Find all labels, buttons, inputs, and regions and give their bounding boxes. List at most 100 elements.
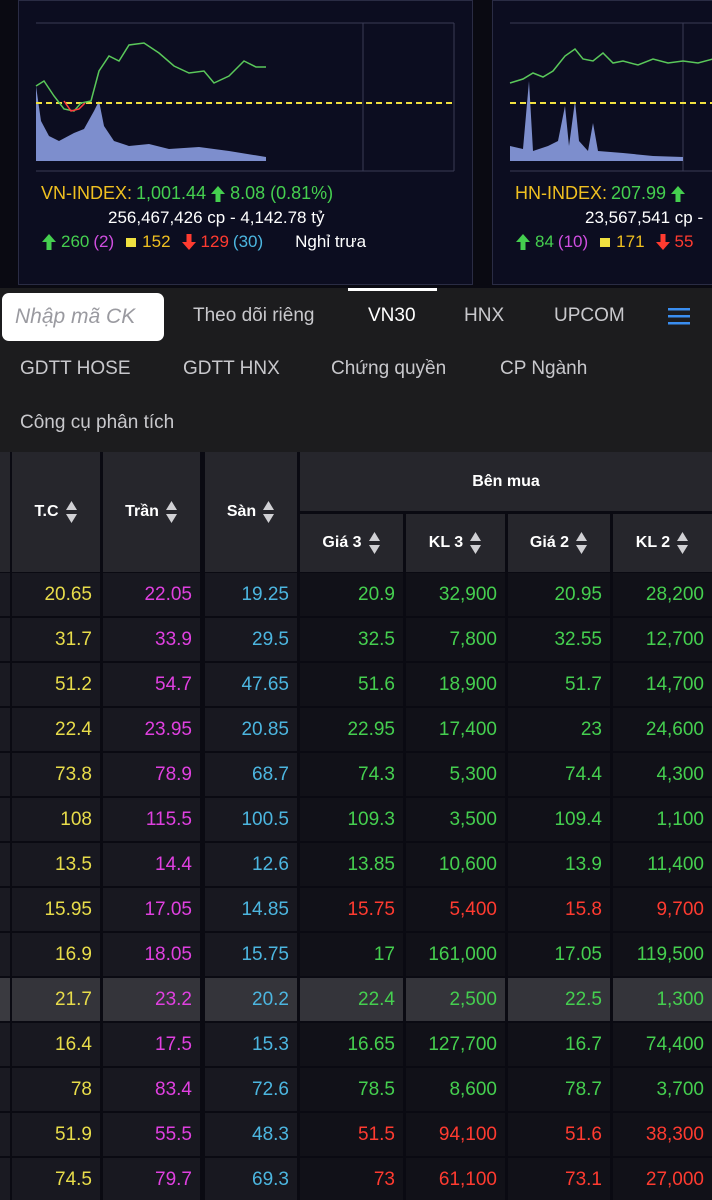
table-cell[interactable]: 78.5 (300, 1068, 403, 1111)
table-cell[interactable]: 48.3 (205, 1113, 297, 1156)
table-cell[interactable]: 23 (508, 708, 610, 751)
table-cell[interactable]: 78 (12, 1068, 100, 1111)
table-cell[interactable]: 108 (12, 798, 100, 841)
table-cell[interactable]: 127,700 (406, 1023, 505, 1066)
table-cell[interactable]: 22.4 (300, 978, 403, 1021)
table-cell[interactable]: 2,500 (406, 978, 505, 1021)
column-header[interactable]: KL 2 (613, 514, 712, 572)
table-cell[interactable]: 16.9 (12, 933, 100, 976)
table-cell[interactable]: 20.65 (12, 573, 100, 616)
table-cell[interactable]: 109.3 (300, 798, 403, 841)
table-cell[interactable]: 79.7 (103, 1158, 200, 1200)
table-cell[interactable]: 10,600 (406, 843, 505, 886)
table-cell[interactable]: 12,700 (613, 618, 712, 661)
table-cell[interactable]: 17 (300, 933, 403, 976)
sort-icon[interactable] (65, 500, 78, 524)
table-cell[interactable]: 23.2 (103, 978, 200, 1021)
subtab[interactable]: Chứng quyền (331, 358, 447, 379)
table-cell[interactable]: 13.85 (300, 843, 403, 886)
column-header[interactable]: T.C (12, 452, 100, 572)
subtab[interactable]: GDTT HOSE (20, 358, 131, 379)
table-cell[interactable]: 21.7 (12, 978, 100, 1021)
table-cell[interactable]: 15.95 (12, 888, 100, 931)
table-cell[interactable]: 15.8 (508, 888, 610, 931)
subtab[interactable]: Công cụ phân tích (20, 412, 175, 433)
table-cell[interactable]: 22.95 (300, 708, 403, 751)
subtab[interactable]: CP Ngành (500, 358, 588, 379)
table-cell[interactable]: 83.4 (103, 1068, 200, 1111)
tab[interactable]: UPCOM (554, 305, 625, 326)
table-cell[interactable]: 74.4 (508, 753, 610, 796)
index-card[interactable]: HN-INDEX: 207.99 23,567,541 cp - 84 (10)… (492, 0, 712, 285)
table-cell[interactable]: 32.55 (508, 618, 610, 661)
table-cell[interactable]: 51.9 (12, 1113, 100, 1156)
table-cell[interactable]: 20.85 (205, 708, 297, 751)
table-cell[interactable]: 5,400 (406, 888, 505, 931)
tab[interactable]: HNX (464, 305, 505, 326)
table-cell[interactable]: 12.6 (205, 843, 297, 886)
table-cell[interactable]: 78.9 (103, 753, 200, 796)
table-cell[interactable]: 68.7 (205, 753, 297, 796)
sort-icon[interactable] (469, 531, 482, 555)
column-header[interactable]: Giá 2 (508, 514, 610, 572)
table-cell[interactable]: 100.5 (205, 798, 297, 841)
table-cell[interactable]: 5,300 (406, 753, 505, 796)
table-cell[interactable]: 7,800 (406, 618, 505, 661)
column-header[interactable]: Sàn (205, 452, 297, 572)
table-cell[interactable]: 73.1 (508, 1158, 610, 1200)
column-header[interactable]: KL 3 (406, 514, 505, 572)
table-cell[interactable]: 69.3 (205, 1158, 297, 1200)
table-cell[interactable]: 55.5 (103, 1113, 200, 1156)
table-cell[interactable]: 9,700 (613, 888, 712, 931)
table-cell[interactable]: 15.75 (300, 888, 403, 931)
table-cell[interactable]: 20.95 (508, 573, 610, 616)
table-cell[interactable]: 31.7 (12, 618, 100, 661)
table-cell[interactable]: 13.9 (508, 843, 610, 886)
table-cell[interactable]: 22.5 (508, 978, 610, 1021)
table-cell[interactable]: 109.4 (508, 798, 610, 841)
table-cell[interactable]: 1,100 (613, 798, 712, 841)
table-cell[interactable]: 8,600 (406, 1068, 505, 1111)
table-cell[interactable]: 23.95 (103, 708, 200, 751)
tab-active[interactable]: VN30 (368, 305, 416, 326)
table-cell[interactable]: 27,000 (613, 1158, 712, 1200)
table-cell[interactable]: 28,200 (613, 573, 712, 616)
table-cell[interactable]: 13.5 (12, 843, 100, 886)
table-cell[interactable]: 16.7 (508, 1023, 610, 1066)
sort-icon[interactable] (676, 531, 689, 555)
table-cell[interactable]: 78.7 (508, 1068, 610, 1111)
table-cell[interactable]: 51.6 (300, 663, 403, 706)
table-cell[interactable]: 15.75 (205, 933, 297, 976)
subtab[interactable]: GDTT HNX (183, 358, 280, 379)
table-cell[interactable]: 74.3 (300, 753, 403, 796)
table-cell[interactable]: 14,700 (613, 663, 712, 706)
table-cell[interactable]: 73.8 (12, 753, 100, 796)
table-cell[interactable]: 16.65 (300, 1023, 403, 1066)
sort-icon[interactable] (165, 500, 178, 524)
table-cell[interactable]: 119,500 (613, 933, 712, 976)
table-cell[interactable]: 15.3 (205, 1023, 297, 1066)
table-cell[interactable]: 32,900 (406, 573, 505, 616)
table-cell[interactable]: 115.5 (103, 798, 200, 841)
table-cell[interactable]: 47.65 (205, 663, 297, 706)
table-cell[interactable]: 32.5 (300, 618, 403, 661)
table-cell[interactable]: 20.2 (205, 978, 297, 1021)
table-cell[interactable]: 17.05 (508, 933, 610, 976)
table-cell[interactable]: 61,100 (406, 1158, 505, 1200)
table-cell[interactable]: 161,000 (406, 933, 505, 976)
table-cell[interactable]: 14.4 (103, 843, 200, 886)
menu-button[interactable] (668, 307, 690, 325)
index-card[interactable]: VN-INDEX: 1,001.44 8.08 (0.81%) 256,467,… (18, 0, 473, 285)
table-cell[interactable]: 73 (300, 1158, 403, 1200)
table-cell[interactable]: 29.5 (205, 618, 297, 661)
table-cell[interactable]: 14.85 (205, 888, 297, 931)
tab[interactable]: Theo dõi riêng (193, 305, 315, 326)
table-cell[interactable]: 72.6 (205, 1068, 297, 1111)
table-cell[interactable]: 4,300 (613, 753, 712, 796)
column-header[interactable]: Trần (103, 452, 200, 572)
table-cell[interactable]: 51.5 (300, 1113, 403, 1156)
table-cell[interactable]: 16.4 (12, 1023, 100, 1066)
table-cell[interactable]: 51.2 (12, 663, 100, 706)
table-cell[interactable]: 20.9 (300, 573, 403, 616)
table-cell[interactable]: 51.7 (508, 663, 610, 706)
